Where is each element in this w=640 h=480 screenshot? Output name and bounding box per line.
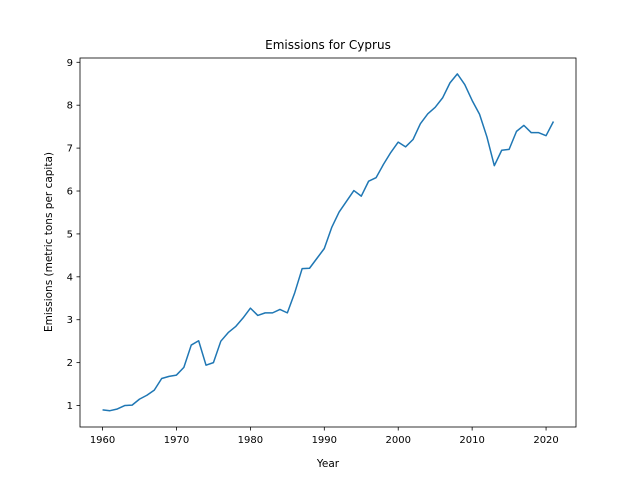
x-tick-label: 2020 bbox=[533, 435, 558, 446]
x-axis-label: Year bbox=[316, 458, 340, 470]
x-tick-label: 2000 bbox=[385, 435, 410, 446]
x-tick-label: 2010 bbox=[459, 435, 484, 446]
y-tick-label: 7 bbox=[67, 144, 73, 155]
x-ticks: 1960 1970 1980 1990 2000 2010 2020 bbox=[90, 427, 559, 446]
y-ticks: 1 2 3 4 5 6 7 8 9 bbox=[67, 58, 80, 412]
x-tick-label: 1960 bbox=[90, 435, 115, 446]
y-tick-label: 4 bbox=[67, 272, 73, 283]
y-tick-label: 5 bbox=[67, 229, 73, 240]
y-tick-label: 3 bbox=[67, 315, 73, 326]
plot-frame bbox=[79, 57, 577, 428]
x-tick-label: 1970 bbox=[164, 435, 189, 446]
y-tick-label: 9 bbox=[67, 58, 73, 69]
series-line bbox=[102, 73, 555, 412]
y-axis-label: Emissions (metric tons per capita) bbox=[43, 152, 55, 332]
plot-area bbox=[102, 73, 555, 412]
x-tick-label: 1980 bbox=[238, 435, 263, 446]
y-tick-label: 8 bbox=[67, 101, 73, 112]
y-tick-label: 2 bbox=[67, 358, 73, 369]
y-tick-label: 1 bbox=[67, 401, 73, 412]
x-tick-label: 1990 bbox=[312, 435, 337, 446]
y-tick-label: 6 bbox=[67, 187, 73, 198]
chart-title: Emissions for Cyprus bbox=[265, 38, 391, 52]
